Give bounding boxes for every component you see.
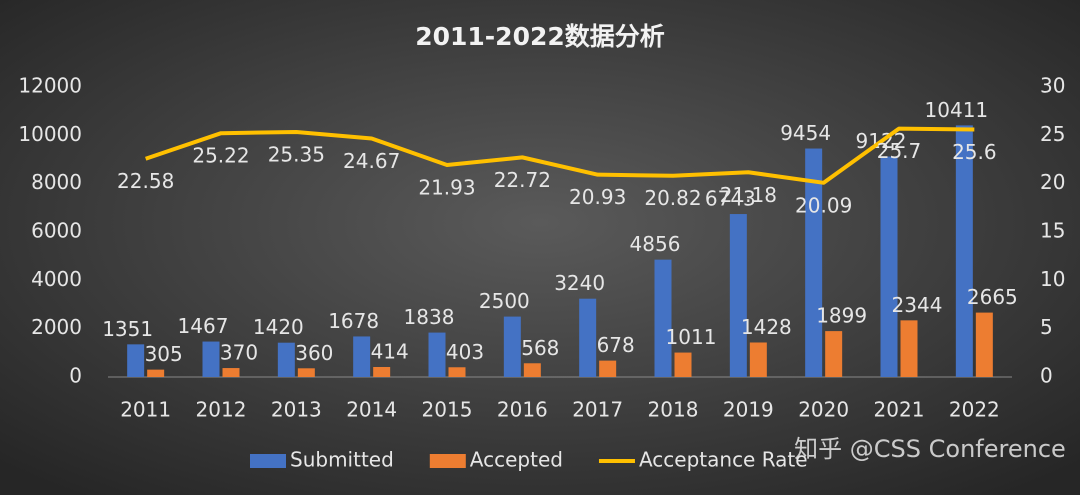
bar (955, 125, 973, 377)
x-tick-label: 2013 (271, 398, 322, 422)
y2-tick-label: 10 (1040, 267, 1065, 291)
data-label: 21.93 (418, 176, 475, 200)
bar (579, 298, 597, 377)
data-label: 24.67 (343, 149, 400, 173)
data-label: 305 (145, 342, 183, 366)
data-label: 3240 (554, 271, 605, 295)
data-label: 25.35 (268, 142, 325, 166)
y2-tick-label: 20 (1040, 170, 1065, 194)
watermark: 知乎 @CSS Conference (794, 435, 1066, 463)
legend-swatch (429, 454, 466, 468)
data-label: 360 (295, 341, 333, 365)
data-label: 1467 (178, 314, 229, 338)
bar (805, 148, 823, 377)
y-tick-label: 6000 (31, 219, 82, 243)
bar (523, 363, 541, 377)
y2-tick-label: 30 (1040, 74, 1065, 98)
legend-label: Acceptance Rate (639, 448, 808, 472)
x-tick-label: 2019 (723, 398, 774, 422)
bar (674, 352, 692, 377)
bar (975, 312, 993, 377)
bar (749, 342, 767, 377)
data-label: 21.18 (720, 183, 777, 207)
y2-tick-label: 15 (1040, 219, 1065, 243)
data-label: 10411 (925, 98, 989, 122)
bar (825, 331, 843, 377)
data-label: 1678 (328, 309, 379, 333)
legend-swatch (250, 454, 286, 468)
bar (428, 332, 446, 377)
bar (277, 342, 295, 377)
data-label: 20.82 (644, 186, 701, 210)
x-tick-label: 2022 (949, 398, 1000, 422)
data-label: 6743 (705, 187, 756, 211)
y-tick-label: 2000 (31, 315, 82, 339)
data-label: 1420 (253, 315, 304, 339)
data-label: 2665 (967, 285, 1018, 309)
data-label: 9454 (780, 121, 831, 145)
x-tick-label: 2014 (346, 398, 397, 422)
bar (297, 368, 315, 377)
legend-label: Accepted (470, 448, 563, 472)
bar (654, 259, 672, 377)
bar (127, 344, 145, 377)
data-label: 22.58 (117, 169, 174, 193)
x-tick-label: 2012 (196, 398, 247, 422)
x-tick-label: 2020 (798, 398, 849, 422)
bar (880, 156, 898, 377)
x-tick-label: 2017 (572, 398, 623, 422)
bar (373, 366, 391, 377)
x-tick-label: 2011 (120, 398, 171, 422)
bar (729, 214, 747, 377)
data-label: 568 (521, 336, 559, 360)
line (145, 126, 975, 185)
x-tick-label: 2021 (874, 398, 925, 422)
data-label: 1011 (666, 325, 717, 349)
bar (353, 336, 371, 377)
data-label: 25.7 (877, 139, 922, 163)
data-label: 1428 (741, 315, 792, 339)
data-label: 22.72 (494, 168, 551, 192)
bar (222, 368, 240, 377)
y-tick-label: 4000 (31, 267, 82, 291)
bar (202, 341, 220, 377)
data-label: 2344 (892, 293, 943, 317)
data-label: 414 (371, 339, 409, 363)
chart-title: 2011-2022数据分析 (415, 22, 665, 51)
data-label: 678 (597, 333, 635, 357)
legend-label: Submitted (290, 448, 394, 472)
bar (448, 367, 466, 377)
y2-tick-label: 25 (1040, 122, 1065, 146)
y2-tick-label: 5 (1040, 315, 1053, 339)
x-tick-label: 2018 (648, 398, 699, 422)
data-label: 4856 (630, 232, 681, 256)
y-tick-label: 12000 (18, 74, 82, 98)
bar (147, 369, 165, 377)
data-label: 2500 (479, 289, 530, 313)
data-label: 20.93 (569, 185, 626, 209)
y-tick-label: 0 (69, 364, 82, 388)
data-label: 1351 (102, 317, 153, 341)
data-label: 1838 (404, 305, 455, 329)
y-tick-label: 8000 (31, 170, 82, 194)
data-label: 25.22 (192, 144, 249, 168)
data-label: 25.6 (952, 140, 997, 164)
data-label: 370 (220, 341, 258, 365)
bar (503, 316, 521, 377)
y-tick-label: 10000 (18, 122, 82, 146)
bar (900, 320, 918, 377)
data-label: 20.09 (795, 193, 852, 217)
bar (599, 360, 617, 377)
y2-tick-label: 0 (1040, 364, 1053, 388)
data-label: 403 (446, 340, 484, 364)
x-tick-label: 2015 (422, 398, 473, 422)
x-tick-label: 2016 (497, 398, 548, 422)
data-label: 1899 (816, 304, 867, 328)
